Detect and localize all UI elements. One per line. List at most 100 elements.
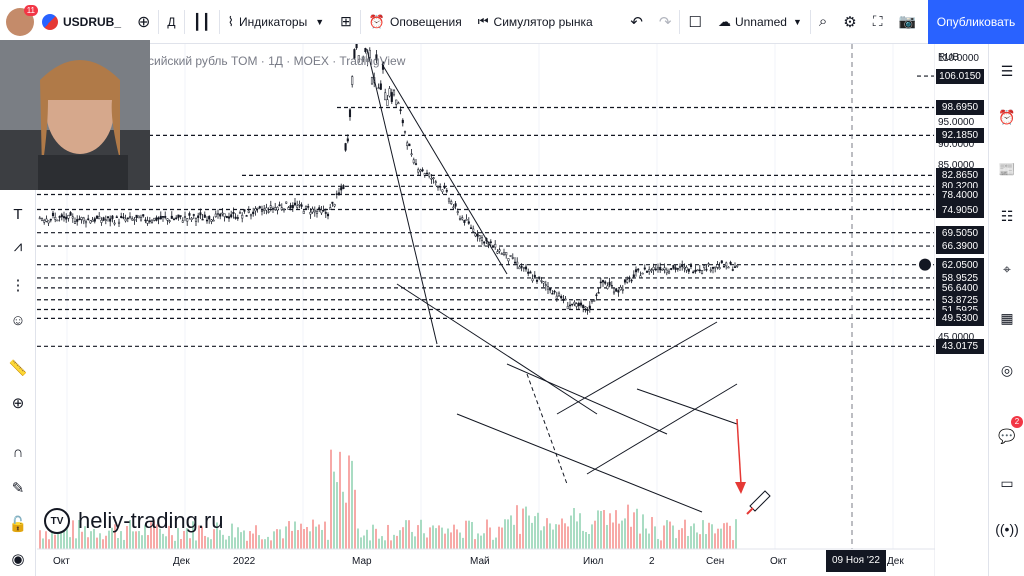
candle-body <box>91 219 94 222</box>
calendar-icon[interactable]: ▦ <box>1000 309 1014 326</box>
volume-bar <box>45 531 47 549</box>
candle-body <box>529 271 532 274</box>
candle-body <box>221 212 224 215</box>
candle-body <box>115 216 118 219</box>
symbol-search-button[interactable]: USDRUB_ <box>34 0 129 44</box>
snapshot-button[interactable]: 📷 <box>891 0 924 44</box>
templates-button[interactable]: ⊞ <box>332 0 360 44</box>
volume-bar <box>90 531 92 549</box>
indicators-label: Индикаторы <box>238 14 308 29</box>
candle-body <box>144 219 147 222</box>
volume-bar <box>60 530 62 549</box>
hotlist-icon[interactable]: ⌖ <box>1003 260 1011 277</box>
candle-body <box>722 265 726 268</box>
volume-bar <box>180 539 182 549</box>
candle-body <box>298 203 301 206</box>
candle-body <box>599 281 602 284</box>
volume-bar <box>279 529 281 549</box>
emoji-icon[interactable]: ☺ <box>10 311 26 329</box>
volume-bar <box>231 523 233 549</box>
volume-bar <box>540 530 542 549</box>
fullscreen-button[interactable]: ⛶ <box>865 0 891 44</box>
candle-body <box>626 279 629 283</box>
volume-bar <box>633 512 635 549</box>
indicators-button[interactable]: ⌇ Индикаторы ▼ <box>220 0 333 44</box>
pattern-tool-icon[interactable]: ⩘ <box>13 237 23 255</box>
volume-bar <box>93 528 95 549</box>
volume-bar <box>138 531 140 549</box>
chart-legend-title: сийский рубль TOM · 1Д · MOEX · TradingV… <box>148 54 406 68</box>
alerts-clock-icon[interactable]: ⏰ <box>998 108 1016 125</box>
lock-icon[interactable]: 🔓 <box>8 516 28 533</box>
volume-bar <box>624 518 626 549</box>
volume-bar <box>669 521 671 549</box>
price-chart[interactable] <box>37 44 935 576</box>
candle-body <box>124 218 127 222</box>
data-window-icon[interactable]: ☷ <box>1000 207 1014 224</box>
candle-body <box>634 269 638 273</box>
prediction-tool-icon[interactable]: ⋮ <box>10 277 26 294</box>
pencil-lock-icon[interactable]: ✎ <box>11 480 25 497</box>
alerts-button[interactable]: ⏰ Оповещения <box>361 0 470 44</box>
user-avatar[interactable]: 11 <box>6 4 38 36</box>
candle-body <box>687 268 690 272</box>
candle-body <box>300 204 303 207</box>
square-icon: ☐ <box>688 13 702 31</box>
streams-icon[interactable]: ((•)) <box>995 521 1019 537</box>
candle-body <box>654 268 657 271</box>
volume-bar <box>360 537 362 549</box>
candle-body <box>672 265 675 269</box>
add-alert-icon <box>919 258 931 271</box>
volume-bar <box>249 531 251 549</box>
candle-body <box>353 49 356 59</box>
text-tool-icon[interactable]: T <box>13 205 23 223</box>
search-button[interactable]: ⌕ <box>811 0 835 44</box>
settings-button[interactable]: ⚙ <box>835 0 864 44</box>
volume-bar <box>468 520 470 549</box>
volume-bar <box>630 526 632 549</box>
top-toolbar: 11 USDRUB_ ⊕ Д ┃┃ ⌇ Индикаторы ▼ ⊞ ⏰ Опо… <box>0 0 1024 44</box>
chart-type-button[interactable]: ┃┃ <box>185 0 219 44</box>
candle-body <box>694 269 697 272</box>
candle-body <box>461 217 464 220</box>
price-tick-label: 110.0000 <box>938 52 979 64</box>
interval-button[interactable]: Д <box>159 0 183 44</box>
rewind-icon: ⏮ <box>477 14 489 28</box>
eye-icon[interactable]: ◉ <box>11 551 25 568</box>
chat-icon[interactable]: 💬 <box>998 427 1016 444</box>
volume-bar <box>105 535 107 549</box>
symbol-label: USDRUB_ <box>63 14 122 29</box>
volume-bar <box>294 521 296 549</box>
compare-add-button[interactable]: ⊕ <box>129 0 158 44</box>
replay-button[interactable]: ⏮ Симулятор рынка <box>470 0 601 44</box>
ideas-icon[interactable]: ◎ <box>1000 361 1014 378</box>
price-level-label: 69.5050 <box>936 225 984 241</box>
news-icon[interactable]: 📰 <box>998 160 1016 177</box>
magnet-icon[interactable]: ∩ <box>12 443 24 461</box>
candle-body <box>263 208 266 211</box>
private-chat-icon[interactable]: ▭ <box>1000 474 1014 491</box>
layout-select-button[interactable]: ☐ <box>680 0 709 44</box>
candle-body <box>661 268 664 271</box>
volume-bar <box>471 521 473 549</box>
candle-body <box>709 269 712 272</box>
candle-body <box>683 266 686 269</box>
candle-body <box>637 268 640 271</box>
layout-name-button[interactable]: ☁ Unnamed ▼ <box>710 0 810 44</box>
volume-bar <box>708 522 710 549</box>
candle-body <box>516 261 519 265</box>
undo-button[interactable]: ↶ <box>622 0 651 44</box>
candle-body <box>148 220 151 222</box>
watchlist-icon[interactable]: ☰ <box>1000 62 1014 79</box>
fullscreen-icon: ⛶ <box>872 13 883 29</box>
candle-body <box>522 267 525 269</box>
redo-button[interactable]: ↷ <box>651 0 680 44</box>
zoom-in-icon[interactable]: ⊕ <box>11 395 25 412</box>
candle-body <box>161 216 165 218</box>
volume-bar <box>618 523 620 549</box>
ruler-icon[interactable]: 📏 <box>8 360 28 377</box>
time-tick-label: Июл <box>583 556 604 567</box>
publish-button[interactable]: Опубликовать <box>928 0 1024 44</box>
candle-body <box>632 274 635 278</box>
price-tick-label: 90.0000 <box>938 138 975 150</box>
